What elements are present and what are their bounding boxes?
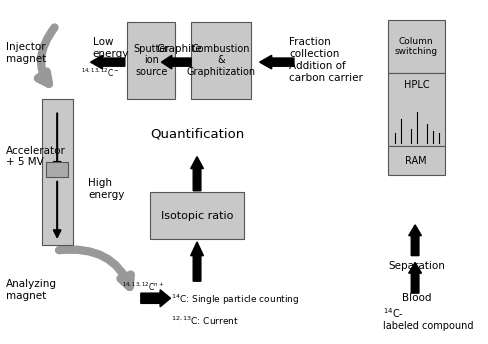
Text: HPLC: HPLC: [404, 80, 429, 90]
Polygon shape: [91, 55, 125, 69]
Polygon shape: [260, 55, 294, 69]
Text: Column
switching: Column switching: [395, 37, 438, 56]
Polygon shape: [162, 55, 191, 69]
FancyArrowPatch shape: [38, 28, 55, 84]
FancyBboxPatch shape: [46, 162, 68, 177]
Text: Blood: Blood: [402, 293, 431, 303]
Text: Addition of
carbon carrier: Addition of carbon carrier: [289, 61, 363, 83]
FancyBboxPatch shape: [191, 22, 250, 99]
Text: Quantification: Quantification: [150, 128, 244, 141]
Text: Sputter
ion
source: Sputter ion source: [133, 44, 169, 77]
Text: $^{14,13,12}$C$^-$: $^{14,13,12}$C$^-$: [81, 67, 120, 79]
Text: Analyzing
magnet: Analyzing magnet: [6, 279, 57, 301]
Text: Separation: Separation: [388, 261, 445, 271]
Text: $^{12,13}$C: Current: $^{12,13}$C: Current: [170, 314, 238, 327]
Text: Injector
magnet: Injector magnet: [6, 42, 46, 64]
Text: $^{14}$C-
labeled compound: $^{14}$C- labeled compound: [383, 306, 473, 331]
Text: Fraction
collection: Fraction collection: [289, 37, 340, 59]
Polygon shape: [408, 225, 422, 256]
Polygon shape: [191, 157, 203, 191]
Text: RAM: RAM: [406, 156, 427, 166]
Polygon shape: [141, 290, 170, 307]
Text: $^{14}$C: Single particle counting: $^{14}$C: Single particle counting: [170, 293, 299, 307]
Text: Accelerator
+ 5 MV: Accelerator + 5 MV: [6, 146, 66, 168]
FancyBboxPatch shape: [387, 147, 445, 175]
Text: $^{14,13,12}$C$^{n+}$: $^{14,13,12}$C$^{n+}$: [122, 280, 163, 292]
FancyBboxPatch shape: [387, 20, 445, 73]
FancyBboxPatch shape: [41, 99, 73, 245]
FancyArrowPatch shape: [59, 249, 131, 287]
Text: High
energy: High energy: [88, 178, 124, 200]
FancyBboxPatch shape: [127, 22, 175, 99]
Polygon shape: [191, 242, 203, 281]
Text: Graphite: Graphite: [157, 44, 203, 54]
Text: Combustion
&
Graphitization: Combustion & Graphitization: [186, 44, 255, 77]
FancyBboxPatch shape: [150, 193, 244, 238]
Text: Low
energy: Low energy: [93, 37, 129, 59]
Text: Isotopic ratio: Isotopic ratio: [161, 211, 233, 221]
Polygon shape: [408, 262, 422, 293]
FancyBboxPatch shape: [387, 73, 445, 147]
